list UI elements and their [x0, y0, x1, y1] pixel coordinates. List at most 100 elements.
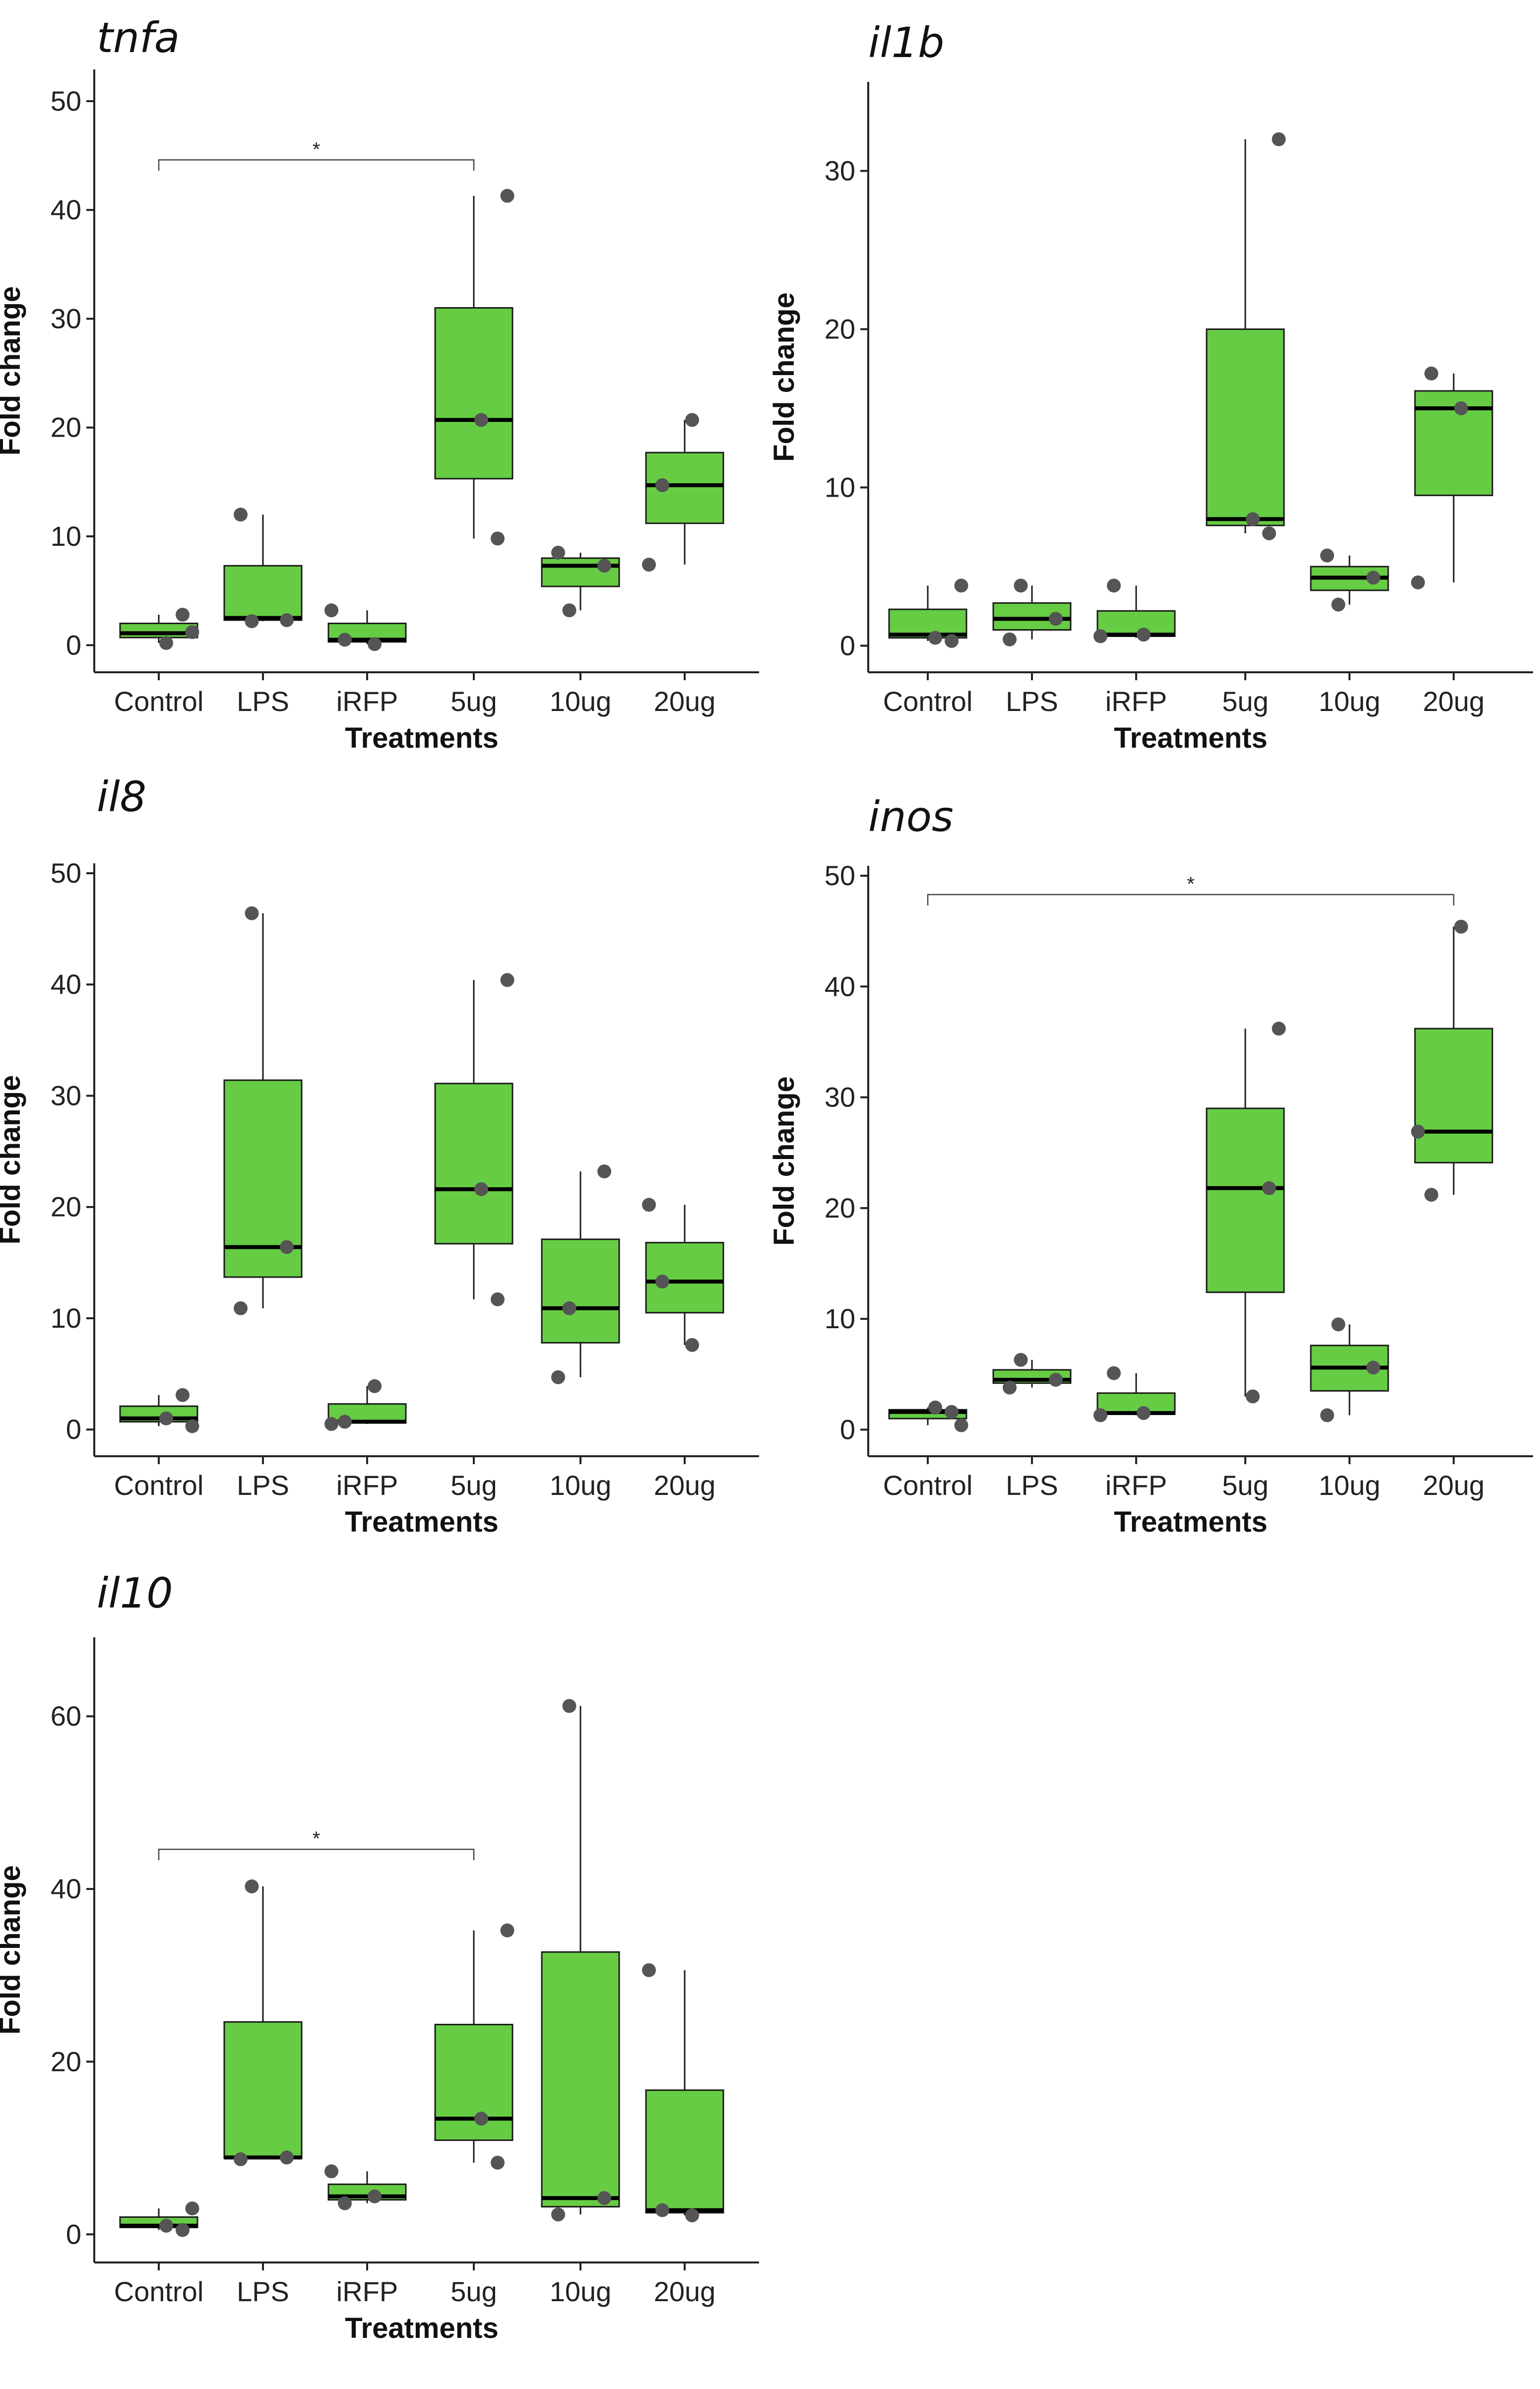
data-point — [280, 613, 294, 627]
data-point — [176, 2223, 190, 2237]
data-point — [280, 1240, 294, 1254]
box-iqr — [1096, 610, 1176, 637]
data-point — [324, 2164, 338, 2179]
x-tick-label: 10ug — [550, 686, 612, 717]
data-point — [1107, 1366, 1121, 1380]
data-point — [491, 2155, 505, 2170]
y-tick-label: 20 — [51, 1191, 81, 1223]
box-20ug — [645, 1205, 724, 1345]
y-tick-label: 40 — [51, 194, 81, 225]
x-tick-label: Control — [114, 686, 204, 717]
data-point — [1003, 1380, 1017, 1395]
box-20ug — [1414, 926, 1493, 1195]
panel-title: inos — [868, 792, 954, 841]
x-tick-label: Control — [883, 686, 973, 717]
data-point — [185, 625, 199, 640]
data-point — [324, 603, 338, 618]
data-point — [1331, 1317, 1346, 1332]
data-point — [338, 2196, 352, 2210]
bracket-line — [927, 894, 1455, 905]
data-point — [597, 559, 611, 573]
y-tick-label: 0 — [840, 630, 855, 661]
data-point — [280, 2150, 294, 2165]
data-point — [954, 1418, 968, 1432]
box-iqr — [223, 2021, 303, 2159]
x-tick-label: LPS — [1006, 686, 1058, 717]
data-point — [1454, 919, 1468, 934]
data-point — [176, 1388, 190, 1402]
data-point — [338, 633, 352, 647]
box-5ug — [434, 195, 513, 539]
data-point — [1331, 597, 1346, 612]
data-point — [1366, 571, 1380, 585]
data-point — [500, 1923, 514, 1937]
data-point — [245, 906, 259, 920]
box-iRFP — [1096, 585, 1176, 638]
box-iqr — [1206, 1107, 1285, 1293]
box-20ug — [1414, 373, 1493, 582]
data-point — [1093, 629, 1107, 644]
box-10ug — [541, 1171, 620, 1377]
data-point — [551, 545, 565, 560]
data-point — [159, 2218, 173, 2233]
data-point — [159, 1411, 173, 1425]
y-tick-label: 10 — [825, 471, 855, 503]
x-axis-title: Treatments — [345, 722, 498, 754]
box-Control — [119, 614, 198, 643]
x-tick-label: 20ug — [1423, 686, 1485, 717]
data-point — [159, 636, 173, 650]
y-tick-label: 60 — [51, 1700, 81, 1732]
box-iqr — [434, 2023, 513, 2141]
x-tick-label: 20ug — [654, 1470, 716, 1501]
y-axis-title: Fold change — [0, 1865, 26, 2035]
box-iqr — [119, 622, 198, 639]
data-point — [474, 1182, 488, 1196]
box-iqr — [223, 565, 303, 621]
data-point — [368, 637, 382, 651]
data-point — [954, 579, 968, 593]
data-point — [685, 2208, 699, 2223]
data-point — [1014, 579, 1028, 593]
box-iqr — [434, 307, 513, 480]
data-point — [1049, 1372, 1063, 1387]
data-point — [1246, 512, 1260, 526]
significance-label: * — [313, 1828, 321, 1850]
data-point — [685, 1338, 699, 1352]
data-point — [176, 607, 190, 622]
data-point — [491, 531, 505, 546]
data-point — [1137, 628, 1151, 642]
box-iqr — [1096, 1392, 1176, 1415]
y-tick-label: 20 — [51, 2046, 81, 2077]
data-point — [234, 508, 248, 522]
x-tick-label: iRFP — [336, 686, 398, 717]
box-5ug — [1206, 1029, 1285, 1397]
y-tick-label: 30 — [51, 303, 81, 334]
significance-label: * — [313, 138, 321, 160]
data-point — [1320, 548, 1334, 563]
y-tick-label: 40 — [51, 1873, 81, 1904]
x-tick-label: 5ug — [1222, 686, 1268, 717]
box-iRFP — [327, 2171, 407, 2203]
x-tick-label: 20ug — [654, 2276, 716, 2307]
data-point — [1003, 632, 1017, 646]
data-point — [1014, 1353, 1028, 1367]
data-point — [562, 1301, 577, 1315]
box-Control — [119, 1395, 198, 1426]
bracket-line — [158, 1848, 475, 1861]
x-tick-label: 10ug — [1319, 686, 1381, 717]
y-tick-label: 20 — [825, 313, 855, 344]
data-point — [551, 1370, 565, 1384]
y-tick-label: 0 — [66, 629, 81, 660]
x-axis-title: Treatments — [1114, 1506, 1267, 1538]
data-point — [597, 2191, 611, 2205]
data-point — [655, 2203, 669, 2217]
box-LPS — [223, 515, 303, 622]
data-point — [551, 2207, 565, 2222]
y-tick-label: 20 — [825, 1192, 855, 1224]
x-tick-label: 5ug — [450, 1470, 497, 1501]
box-10ug — [541, 1706, 620, 2215]
x-tick-label: 20ug — [654, 686, 716, 717]
y-tick-label: 30 — [825, 155, 855, 186]
panel-title: il8 — [97, 773, 146, 821]
